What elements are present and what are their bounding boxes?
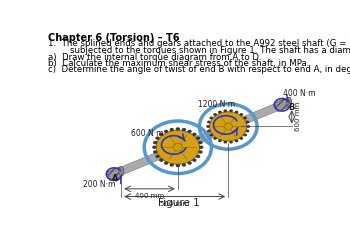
Ellipse shape — [246, 125, 250, 128]
Ellipse shape — [156, 130, 199, 164]
Ellipse shape — [246, 120, 249, 124]
Text: 400 N·m: 400 N·m — [283, 89, 316, 98]
Text: Figure 1: Figure 1 — [159, 198, 200, 208]
Polygon shape — [107, 167, 123, 181]
Ellipse shape — [176, 127, 180, 131]
Polygon shape — [274, 98, 291, 111]
Ellipse shape — [155, 136, 160, 140]
Text: Chapter 6 (Torsion) – T6: Chapter 6 (Torsion) – T6 — [48, 33, 179, 43]
Ellipse shape — [235, 111, 238, 114]
Text: 1.  The splined ends and gears attached to the A992 steel shaft (G = 75 GPa) are: 1. The splined ends and gears attached t… — [48, 39, 350, 49]
Ellipse shape — [243, 116, 247, 120]
Ellipse shape — [170, 163, 174, 167]
Ellipse shape — [207, 130, 211, 132]
Ellipse shape — [239, 113, 243, 116]
Ellipse shape — [213, 137, 217, 140]
Text: subjected to the torques shown in Figure 1. The shaft has a diameter of 40 mm.: subjected to the torques shown in Figure… — [48, 46, 350, 55]
Text: a)  Draw the internal torque diagram from A to D.: a) Draw the internal torque diagram from… — [48, 53, 261, 62]
Ellipse shape — [192, 158, 197, 162]
Ellipse shape — [153, 141, 158, 144]
Text: b)  Calculate the maximum shear stress of the shaft, in MPa.: b) Calculate the maximum shear stress of… — [48, 59, 309, 68]
Ellipse shape — [198, 150, 203, 154]
Ellipse shape — [159, 158, 163, 162]
Ellipse shape — [229, 141, 233, 144]
Text: B: B — [289, 103, 295, 112]
Ellipse shape — [246, 130, 249, 132]
Ellipse shape — [187, 130, 192, 133]
Text: 600 N·m: 600 N·m — [131, 129, 163, 138]
Ellipse shape — [207, 120, 211, 124]
Ellipse shape — [153, 150, 158, 154]
Ellipse shape — [210, 112, 247, 141]
Ellipse shape — [182, 128, 186, 131]
Ellipse shape — [159, 133, 163, 136]
Ellipse shape — [224, 109, 227, 112]
Ellipse shape — [218, 139, 222, 142]
Ellipse shape — [213, 113, 217, 116]
Text: 200 N·m: 200 N·m — [83, 180, 116, 190]
Ellipse shape — [287, 97, 292, 107]
Ellipse shape — [199, 146, 203, 149]
Polygon shape — [107, 98, 290, 180]
Ellipse shape — [224, 123, 232, 130]
Text: A: A — [112, 174, 118, 183]
Ellipse shape — [187, 161, 192, 165]
Text: 400 mm: 400 mm — [135, 193, 164, 200]
Ellipse shape — [198, 141, 203, 144]
Ellipse shape — [196, 155, 200, 158]
Ellipse shape — [209, 116, 213, 120]
Ellipse shape — [243, 134, 247, 136]
Text: c)  Determine the angle of twist of end B with respect to end A, in degree.: c) Determine the angle of twist of end B… — [48, 65, 350, 74]
Ellipse shape — [176, 164, 180, 167]
Ellipse shape — [209, 134, 213, 136]
Ellipse shape — [196, 136, 200, 140]
Ellipse shape — [182, 163, 186, 167]
Ellipse shape — [164, 130, 168, 133]
Ellipse shape — [152, 146, 156, 149]
Ellipse shape — [164, 161, 168, 165]
Ellipse shape — [239, 137, 243, 140]
Text: 600 mm: 600 mm — [295, 102, 301, 131]
Ellipse shape — [229, 109, 233, 112]
Ellipse shape — [235, 139, 238, 142]
Ellipse shape — [119, 167, 124, 176]
Ellipse shape — [170, 128, 174, 131]
Ellipse shape — [224, 141, 227, 144]
Ellipse shape — [173, 143, 183, 151]
Text: 1200 N·m: 1200 N·m — [198, 100, 235, 109]
Ellipse shape — [218, 111, 222, 114]
Text: 500 mm: 500 mm — [160, 201, 189, 207]
Ellipse shape — [192, 133, 197, 136]
Ellipse shape — [155, 155, 160, 158]
Ellipse shape — [206, 125, 210, 128]
